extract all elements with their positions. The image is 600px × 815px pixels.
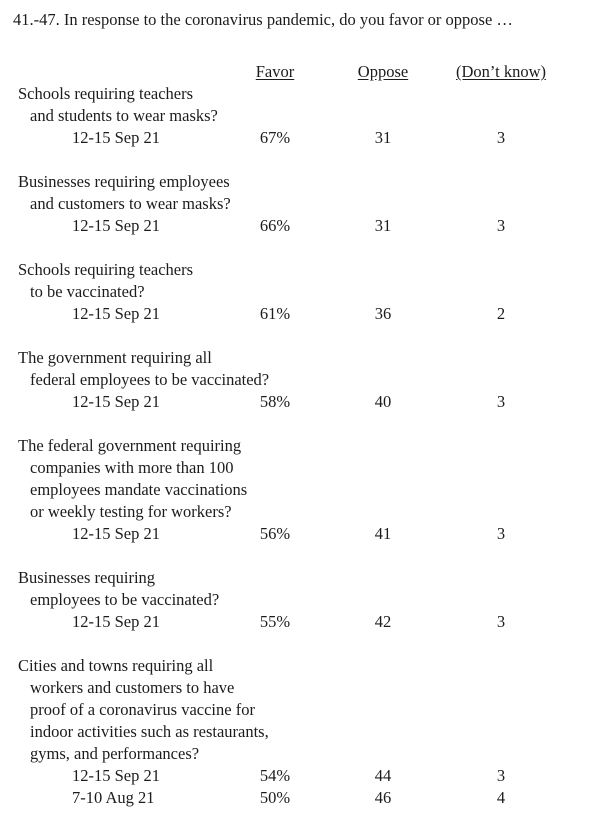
favor-value: 55%	[259, 612, 291, 631]
favor-value: 50%	[259, 788, 291, 807]
question-line: proof of a coronavirus vaccine for	[30, 700, 255, 719]
question-line: to be vaccinated?	[30, 282, 145, 301]
question-line: The government requiring all	[18, 348, 212, 367]
question-block: Cities and towns requiring all workers an…	[18, 655, 600, 809]
question-line: gyms, and performances?	[30, 744, 200, 763]
poll-date-label: 12-15 Sep 21	[72, 524, 160, 543]
oppose-value: 42	[374, 612, 392, 631]
question-line: and customers to wear masks?	[30, 194, 231, 213]
question-block: Schools requiring teachers and students t…	[18, 83, 600, 149]
dont-know-value: 3	[496, 524, 506, 543]
header-oppose: Oppose	[320, 61, 446, 83]
question-line: and students to wear masks?	[30, 106, 218, 125]
dont-know-value: 4	[496, 788, 506, 807]
question-block: The government requiring all federal empl…	[18, 347, 600, 413]
header-favor-label: Favor	[255, 62, 295, 81]
question-block: Businesses requiring employees to be vacc…	[18, 567, 600, 633]
question-line: companies with more than 100	[30, 458, 234, 477]
oppose-value: 46	[374, 788, 392, 807]
oppose-value: 41	[374, 524, 392, 543]
question-line: employees to be vaccinated?	[30, 590, 220, 609]
oppose-value: 44	[374, 766, 392, 785]
page-title: 41.-47. In response to the coronavirus p…	[13, 10, 513, 29]
poll-date-label: 12-15 Sep 21	[72, 612, 160, 631]
question-line: Cities and towns requiring all	[18, 656, 214, 675]
dont-know-value: 3	[496, 216, 506, 235]
question-line: or weekly testing for workers?	[30, 502, 232, 521]
question-block: Businesses requiring employees and custom…	[18, 171, 600, 237]
poll-result-row: 12-15 Sep 21 56% 41 3	[18, 523, 600, 545]
poll-date-label: 12-15 Sep 21	[72, 216, 160, 235]
table-header-row: Favor Oppose (Don’t know)	[18, 61, 600, 83]
favor-value: 58%	[259, 392, 291, 411]
poll-result-row: 12-15 Sep 21 66% 31 3	[18, 215, 600, 237]
question-block: Schools requiring teachers to be vaccinat…	[18, 259, 600, 325]
oppose-value: 40	[374, 392, 392, 411]
question-line: Schools requiring teachers	[18, 84, 194, 103]
header-spacer	[18, 61, 230, 83]
question-line: Businesses requiring employees	[18, 172, 230, 191]
poll-date-label: 12-15 Sep 21	[72, 392, 160, 411]
oppose-value: 31	[374, 128, 392, 147]
header-favor: Favor	[230, 61, 320, 83]
question-line: The federal government requiring	[18, 436, 242, 455]
dont-know-value: 3	[496, 392, 506, 411]
poll-date-label: 12-15 Sep 21	[72, 766, 160, 785]
poll-date-label: 12-15 Sep 21	[72, 128, 160, 147]
question-line: workers and customers to have	[30, 678, 235, 697]
question-line: Businesses requiring	[18, 568, 156, 587]
dont-know-value: 3	[496, 766, 506, 785]
favor-value: 67%	[259, 128, 291, 147]
favor-value: 56%	[259, 524, 291, 543]
questions-container: Schools requiring teachers and students t…	[18, 83, 600, 809]
poll-date-label: 12-15 Sep 21	[72, 304, 160, 323]
favor-value: 61%	[259, 304, 291, 323]
poll-result-row: 12-15 Sep 21 67% 31 3	[18, 127, 600, 149]
poll-result-row: 12-15 Sep 21 58% 40 3	[18, 391, 600, 413]
favor-value: 54%	[259, 766, 291, 785]
header-oppose-label: Oppose	[357, 62, 409, 81]
dont-know-value: 2	[496, 304, 506, 323]
oppose-value: 36	[374, 304, 392, 323]
favor-value: 66%	[259, 216, 291, 235]
dont-know-value: 3	[496, 612, 506, 631]
header-dont-know: (Don’t know)	[446, 61, 556, 83]
question-line: Schools requiring teachers	[18, 260, 194, 279]
dont-know-value: 3	[496, 128, 506, 147]
question-block: The federal government requiring companie…	[18, 435, 600, 545]
poll-result-row: 12-15 Sep 21 55% 42 3	[18, 611, 600, 633]
poll-result-row: 12-15 Sep 21 61% 36 2	[18, 303, 600, 325]
question-line: federal employees to be vaccinated?	[30, 370, 270, 389]
poll-result-row: 7-10 Aug 21 50% 46 4	[18, 787, 600, 809]
question-line: indoor activities such as restaurants,	[30, 722, 269, 741]
poll-date-label: 7-10 Aug 21	[72, 788, 155, 807]
question-line: employees mandate vaccinations	[30, 480, 248, 499]
oppose-value: 31	[374, 216, 392, 235]
poll-result-row: 12-15 Sep 21 54% 44 3	[18, 765, 600, 787]
header-dont-know-label: (Don’t know)	[456, 62, 546, 81]
